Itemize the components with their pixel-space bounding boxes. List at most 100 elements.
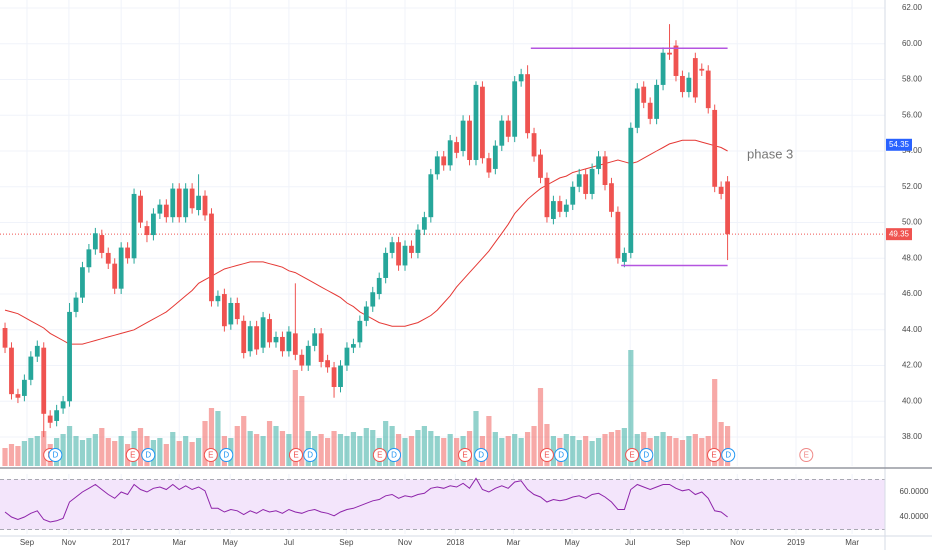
candle-body: [221, 294, 227, 327]
event-label: E: [377, 451, 382, 460]
volume-bar: [699, 438, 705, 466]
candle-body: [628, 127, 634, 253]
volume-bar: [537, 388, 544, 466]
volume-bar: [441, 438, 447, 466]
x-tick-label: 2019: [787, 538, 805, 547]
candle-body: [576, 174, 582, 187]
y-tick-label: 42.00: [902, 361, 923, 370]
candle-body: [99, 235, 105, 253]
candle-body: [209, 213, 214, 302]
event-marker: [639, 448, 654, 462]
event-label: E: [711, 451, 716, 460]
event-marker: [707, 448, 722, 462]
candle-body: [686, 77, 692, 93]
candle-body: [138, 195, 143, 223]
volume-bar: [112, 441, 118, 466]
volume-bar: [499, 438, 505, 466]
candle-body: [73, 297, 79, 312]
volume-bar: [292, 370, 298, 466]
candle-body: [21, 379, 27, 396]
volume-bar: [595, 438, 602, 466]
candle-body: [389, 242, 395, 253]
volume-bar: [454, 438, 460, 466]
x-tick-label: Jul: [625, 538, 635, 547]
volume-bar: [550, 436, 556, 466]
volume-bar: [428, 431, 434, 466]
volume-bar: [279, 431, 286, 466]
volume-bar: [137, 428, 144, 466]
y-tick-label: 48.00: [902, 253, 923, 262]
candle-body: [170, 188, 176, 218]
event-marker: [721, 448, 736, 462]
volume-bar: [408, 436, 415, 466]
x-tick-label: May: [565, 538, 580, 547]
candle-body: [654, 84, 660, 119]
candle-body: [589, 168, 595, 194]
volume-bar: [473, 411, 479, 466]
volume-bar: [628, 350, 634, 466]
volume-bar: [208, 408, 215, 466]
volume-bar: [673, 438, 679, 466]
candle-body: [660, 52, 666, 85]
rsi-line: [4, 477, 728, 523]
candle-body: [157, 204, 163, 214]
event-label: E: [130, 451, 135, 460]
volume-bar: [350, 432, 357, 466]
candle-body: [538, 154, 543, 178]
candle-body: [125, 247, 131, 259]
event-label: D: [145, 451, 151, 460]
candle-body: [525, 74, 530, 134]
volume-bar: [576, 440, 582, 466]
event-marker: [458, 448, 473, 462]
volume-bar: [254, 434, 260, 466]
candle-body: [80, 267, 85, 298]
volume-bar: [331, 431, 337, 466]
candle-body: [705, 70, 711, 109]
event-marker: [203, 448, 218, 462]
candle-body: [151, 213, 156, 236]
y-tick-label: 58.00: [902, 75, 923, 84]
volume-bar: [434, 436, 440, 466]
event-label: E: [293, 451, 298, 460]
candle-body: [363, 306, 369, 321]
event-label: D: [391, 451, 397, 460]
candle-body: [699, 68, 705, 71]
volume-bar: [195, 438, 202, 466]
volume-bar: [183, 436, 189, 466]
rsi-pane: 60.0000 40.0000: [0, 477, 929, 530]
candle-body: [351, 344, 356, 348]
candle-body: [673, 45, 679, 76]
candle-body: [467, 120, 472, 160]
candle-body: [402, 245, 408, 266]
candle-body: [105, 252, 111, 264]
candle-body: [473, 84, 479, 160]
candle-body: [305, 345, 311, 366]
volume-bar: [505, 436, 511, 466]
rsi-tick-label: 60.0000: [900, 487, 929, 496]
candle-body: [447, 140, 453, 166]
price-label-box: [886, 138, 912, 151]
volume-bar: [370, 430, 376, 466]
candle-body: [131, 193, 137, 259]
event-marker: [625, 448, 640, 462]
candle-body: [325, 360, 331, 368]
candle-body: [183, 188, 189, 218]
candle-body: [54, 410, 60, 421]
x-tick-label: 2017: [112, 538, 130, 547]
volume-bar: [260, 436, 266, 466]
volume-bar: [666, 436, 673, 466]
candle-body: [28, 356, 34, 380]
event-label: D: [52, 451, 58, 460]
x-tick-label: May: [223, 538, 238, 547]
volume-bar: [73, 436, 79, 466]
event-label: E: [544, 451, 549, 460]
volume-bar: [512, 434, 518, 466]
candle-body: [415, 229, 421, 253]
volume-bar: [8, 444, 15, 466]
candle-body: [376, 277, 382, 295]
candle-body: [202, 195, 208, 216]
volume-bar: [234, 426, 240, 466]
candle-body: [9, 347, 14, 395]
volume-bar: [415, 430, 421, 466]
